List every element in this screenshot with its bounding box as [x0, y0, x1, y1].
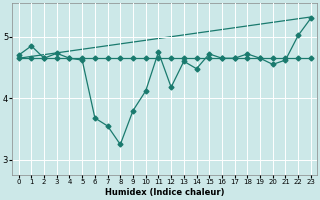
X-axis label: Humidex (Indice chaleur): Humidex (Indice chaleur) [105, 188, 225, 197]
